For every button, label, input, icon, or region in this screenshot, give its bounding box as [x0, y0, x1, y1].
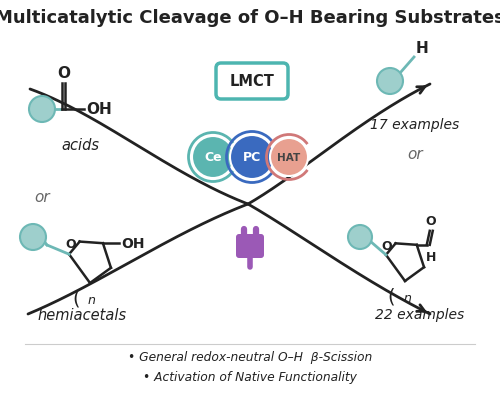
Text: or: or — [34, 190, 50, 205]
Circle shape — [230, 136, 274, 179]
Text: n: n — [403, 291, 411, 304]
Text: 22 examples: 22 examples — [376, 307, 464, 321]
Text: HAT: HAT — [278, 153, 300, 162]
FancyBboxPatch shape — [236, 234, 264, 258]
Circle shape — [348, 226, 372, 249]
Text: H: H — [426, 250, 436, 263]
Circle shape — [192, 136, 234, 179]
Circle shape — [20, 224, 46, 250]
Text: hemiacetals: hemiacetals — [38, 307, 126, 322]
Text: OH: OH — [86, 102, 112, 117]
Text: acids: acids — [61, 138, 99, 153]
Circle shape — [377, 69, 403, 95]
Text: O: O — [426, 214, 436, 227]
Text: (: ( — [72, 289, 80, 308]
Text: or: or — [407, 147, 423, 162]
Text: • Activation of Native Functionality: • Activation of Native Functionality — [143, 371, 357, 384]
Circle shape — [270, 139, 308, 177]
Text: n: n — [88, 293, 96, 306]
Text: • General redox-neutral O–H  β-Scission: • General redox-neutral O–H β-Scission — [128, 351, 372, 364]
Text: OH: OH — [121, 237, 144, 251]
Circle shape — [29, 97, 55, 123]
Text: Ce: Ce — [204, 151, 222, 164]
Text: (: ( — [387, 287, 395, 306]
Text: PC: PC — [243, 151, 261, 164]
Text: O: O — [57, 66, 70, 81]
FancyBboxPatch shape — [216, 64, 288, 100]
Text: 17 examples: 17 examples — [370, 118, 460, 132]
Text: Multicatalytic Cleavage of O–H Bearing Substrates: Multicatalytic Cleavage of O–H Bearing S… — [0, 9, 500, 27]
Text: O: O — [65, 238, 76, 251]
Text: H: H — [416, 41, 429, 56]
Text: LMCT: LMCT — [230, 74, 274, 89]
Text: O: O — [382, 239, 392, 252]
